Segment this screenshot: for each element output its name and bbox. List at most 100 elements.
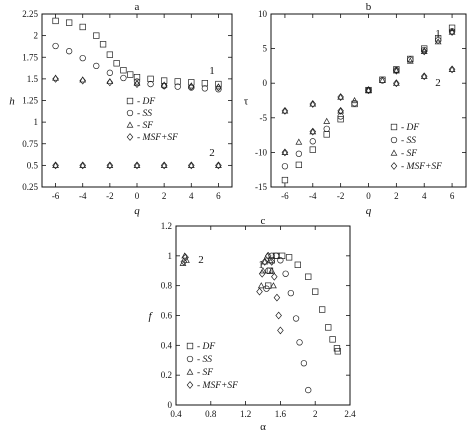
legend-marker: [390, 123, 398, 131]
x-tick-label: 0.4: [170, 409, 182, 419]
data-point: [323, 131, 330, 138]
y-tick-label: 2: [34, 31, 39, 41]
data-point: [106, 78, 114, 87]
data-point: [201, 80, 209, 87]
data-point: [188, 82, 195, 91]
data-point: [448, 28, 456, 35]
data-point: [448, 65, 456, 72]
data-point: [268, 267, 276, 274]
x-tick-label: 0: [366, 191, 371, 201]
data-point: [52, 74, 59, 83]
panel-a: a -6 -4 -2 0 2 4 6 0.25 0.5 0.75 1 1.25 1.5 1.75 2 2.25 q…: [9, 1, 233, 217]
x-tick-label: 2: [313, 409, 318, 419]
data-point: [392, 67, 400, 74]
y-axis-label: f: [148, 311, 153, 323]
legend-marker: [390, 136, 398, 144]
x-tick-label: 1.6: [275, 409, 287, 419]
data-point: [133, 78, 141, 85]
x-tick-label: 6: [216, 191, 221, 201]
data-point: [448, 65, 456, 74]
x-tick-label: 2: [162, 191, 167, 201]
data-point: [120, 74, 127, 82]
data-point: [309, 100, 317, 108]
data-point: [323, 117, 331, 124]
series-2: [281, 28, 456, 155]
data-point: [127, 71, 134, 78]
data-point: [434, 37, 442, 44]
y-tick-label: 5: [263, 44, 268, 54]
data-point: [160, 77, 168, 84]
data-point: [147, 75, 154, 83]
y-tick-label: 0.2: [161, 370, 172, 380]
curve-label-1: 1: [435, 28, 441, 40]
legend-marker: [186, 381, 194, 389]
curve-label-2: 2: [435, 77, 441, 89]
curve-label-1: 1: [209, 65, 215, 77]
data-point: [256, 287, 263, 296]
data-point: [160, 81, 168, 90]
data-point: [79, 76, 86, 85]
data-point: [296, 339, 303, 346]
data-point: [309, 100, 317, 107]
legend-label: - MSF+SF: [137, 133, 178, 143]
y-axis-label: h: [9, 96, 15, 108]
series-3: [52, 74, 222, 170]
data-point: [268, 257, 275, 264]
data-point: [285, 254, 293, 261]
data-point: [99, 41, 107, 48]
data-point: [312, 288, 319, 295]
data-point: [334, 348, 341, 355]
data-point: [420, 47, 428, 56]
data-point: [147, 80, 154, 88]
data-point: [160, 161, 168, 168]
y-tick-label: -15: [255, 182, 267, 192]
y-tick-label: 1.75: [22, 52, 38, 62]
data-point: [263, 285, 270, 292]
data-point: [282, 270, 289, 277]
data-point: [215, 83, 222, 92]
data-point: [79, 54, 86, 62]
legend-marker: [126, 109, 134, 117]
legend-marker: [126, 97, 134, 105]
data-point: [93, 32, 100, 39]
legend-marker: [186, 342, 194, 350]
y-tick-label: 2.25: [22, 9, 38, 19]
legend-marker: [390, 162, 398, 170]
x-tick-label: 1.2: [240, 409, 251, 419]
data-point: [281, 148, 289, 157]
data-point: [257, 282, 265, 289]
x-tick-label: -4: [309, 191, 317, 201]
data-point: [393, 79, 400, 88]
data-point: [272, 252, 280, 259]
data-point: [52, 17, 59, 25]
legend-label: - DF: [197, 342, 215, 352]
legend-label: - MSF+SF: [401, 162, 442, 172]
data-point: [160, 161, 168, 170]
series-3: [180, 251, 284, 335]
series-0: [265, 252, 341, 355]
data-point: [174, 78, 181, 85]
data-point: [188, 161, 195, 170]
data-point: [420, 72, 428, 81]
legend-label: - MSF+SF: [197, 381, 238, 391]
data-point: [182, 253, 189, 262]
y-axis-label: τ: [244, 96, 249, 108]
data-point: [292, 315, 300, 322]
legend-marker: [126, 133, 134, 141]
data-point: [351, 100, 358, 107]
data-point: [215, 86, 222, 93]
data-point: [319, 306, 326, 313]
panel-c: c 0.4 0.8 1.2 1.6 2 2.4 0 0.2 0.4 0.6 0.8 1 1.2 α f 1 2 - …: [148, 215, 356, 433]
data-point: [309, 146, 316, 153]
data-point: [448, 28, 456, 36]
plot-frame: [175, 225, 351, 406]
y-tick-label: 1.2: [161, 221, 172, 231]
data-point: [215, 80, 222, 88]
data-point: [305, 273, 312, 280]
data-point: [420, 72, 428, 79]
data-point: [379, 76, 386, 84]
data-point: [309, 128, 317, 135]
data-point: [281, 176, 289, 184]
data-point: [79, 23, 86, 31]
